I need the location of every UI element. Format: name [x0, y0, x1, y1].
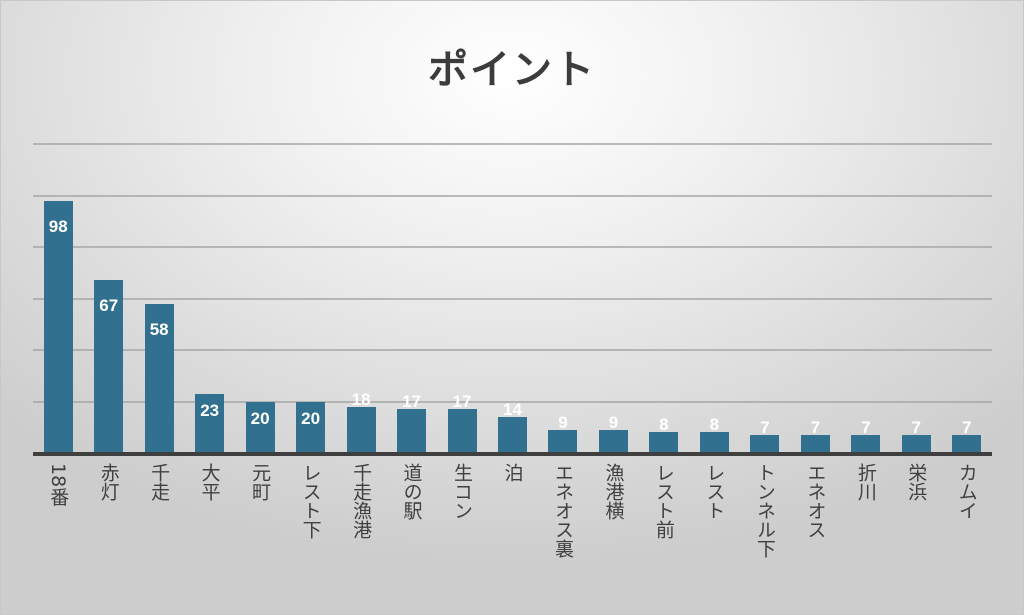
data-label: 8 — [709, 415, 720, 435]
category-label: 生コン — [451, 463, 474, 520]
data-label: 98 — [48, 216, 68, 236]
category-label: 泊 — [501, 463, 524, 482]
category-label: レスト — [703, 463, 726, 520]
data-label: 7 — [962, 417, 972, 437]
bar — [598, 429, 628, 453]
bar — [447, 409, 477, 453]
data-label: 18 — [351, 389, 371, 409]
bar — [649, 432, 679, 453]
bar — [548, 429, 578, 453]
bar — [952, 434, 982, 453]
category-label: 元町 — [249, 463, 272, 501]
bar — [195, 393, 225, 453]
gridline — [33, 194, 992, 197]
gridline — [33, 143, 992, 145]
gridline — [33, 297, 992, 300]
bar — [699, 432, 729, 453]
x-axis-line — [33, 452, 992, 456]
category-label: 栄浜 — [905, 463, 928, 501]
plot-area: 98 67 58 23 20 20 18 17 17 14 9 9 8 8 7 7 7 7 7 — [33, 143, 992, 456]
category-label: 18番 — [47, 463, 70, 507]
data-label: 7 — [911, 417, 922, 437]
data-label: 7 — [861, 417, 871, 437]
category-label: 道の駅 — [400, 463, 423, 520]
category-label: カムイ — [955, 463, 978, 520]
bar — [43, 200, 73, 453]
bar — [800, 434, 830, 453]
bar — [94, 280, 124, 453]
category-label: 大平 — [198, 463, 221, 501]
category-label: 漁港横 — [602, 463, 625, 520]
bar — [296, 401, 326, 453]
gridline — [33, 349, 992, 351]
category-label: 赤灯 — [97, 463, 120, 501]
bar — [144, 303, 174, 453]
data-label: 14 — [503, 399, 522, 419]
category-label: 千走漁港 — [350, 463, 373, 539]
category-label: レスト前 — [652, 463, 675, 539]
bar — [498, 416, 527, 453]
data-label: 8 — [659, 415, 669, 435]
data-label: 20 — [301, 408, 321, 428]
category-label: エネオス — [804, 463, 827, 539]
data-label: 7 — [810, 417, 821, 437]
data-label: 20 — [250, 408, 270, 428]
category-label: 折川 — [854, 463, 877, 501]
data-label: 17 — [452, 392, 472, 412]
gridline — [33, 400, 992, 403]
data-label: 9 — [558, 412, 568, 432]
chart-title: ポイント — [428, 47, 596, 93]
bar — [346, 406, 376, 453]
category-label: エネオス裏 — [551, 463, 574, 558]
data-label: 67 — [99, 296, 119, 316]
data-label: 58 — [149, 319, 169, 339]
data-label: 17 — [402, 392, 421, 412]
bar — [851, 434, 881, 453]
bar — [750, 434, 780, 453]
category-label: 千走 — [148, 463, 171, 501]
data-label: 9 — [608, 412, 619, 432]
bar — [901, 434, 931, 453]
data-label: 7 — [760, 417, 770, 437]
category-label: レスト下 — [299, 463, 322, 539]
category-label: トンネル下 — [753, 463, 776, 558]
data-label: 23 — [200, 400, 220, 420]
bar — [245, 401, 275, 453]
bar — [397, 409, 427, 453]
gridline — [33, 246, 992, 248]
